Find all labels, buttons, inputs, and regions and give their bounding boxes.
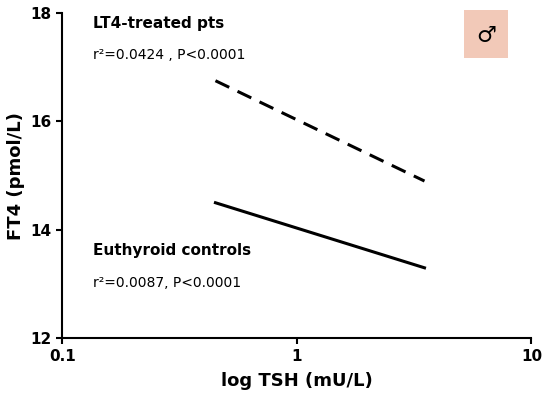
X-axis label: log TSH (mU/L): log TSH (mU/L) [221,372,373,390]
Text: Euthyroid controls: Euthyroid controls [93,243,251,258]
Text: ♂: ♂ [476,26,496,46]
Text: r²=0.0424 , P<0.0001: r²=0.0424 , P<0.0001 [93,48,245,62]
Text: LT4-treated pts: LT4-treated pts [93,15,224,31]
Y-axis label: FT4 (pmol/L): FT4 (pmol/L) [7,112,25,239]
Text: r²=0.0087, P<0.0001: r²=0.0087, P<0.0001 [93,276,241,290]
